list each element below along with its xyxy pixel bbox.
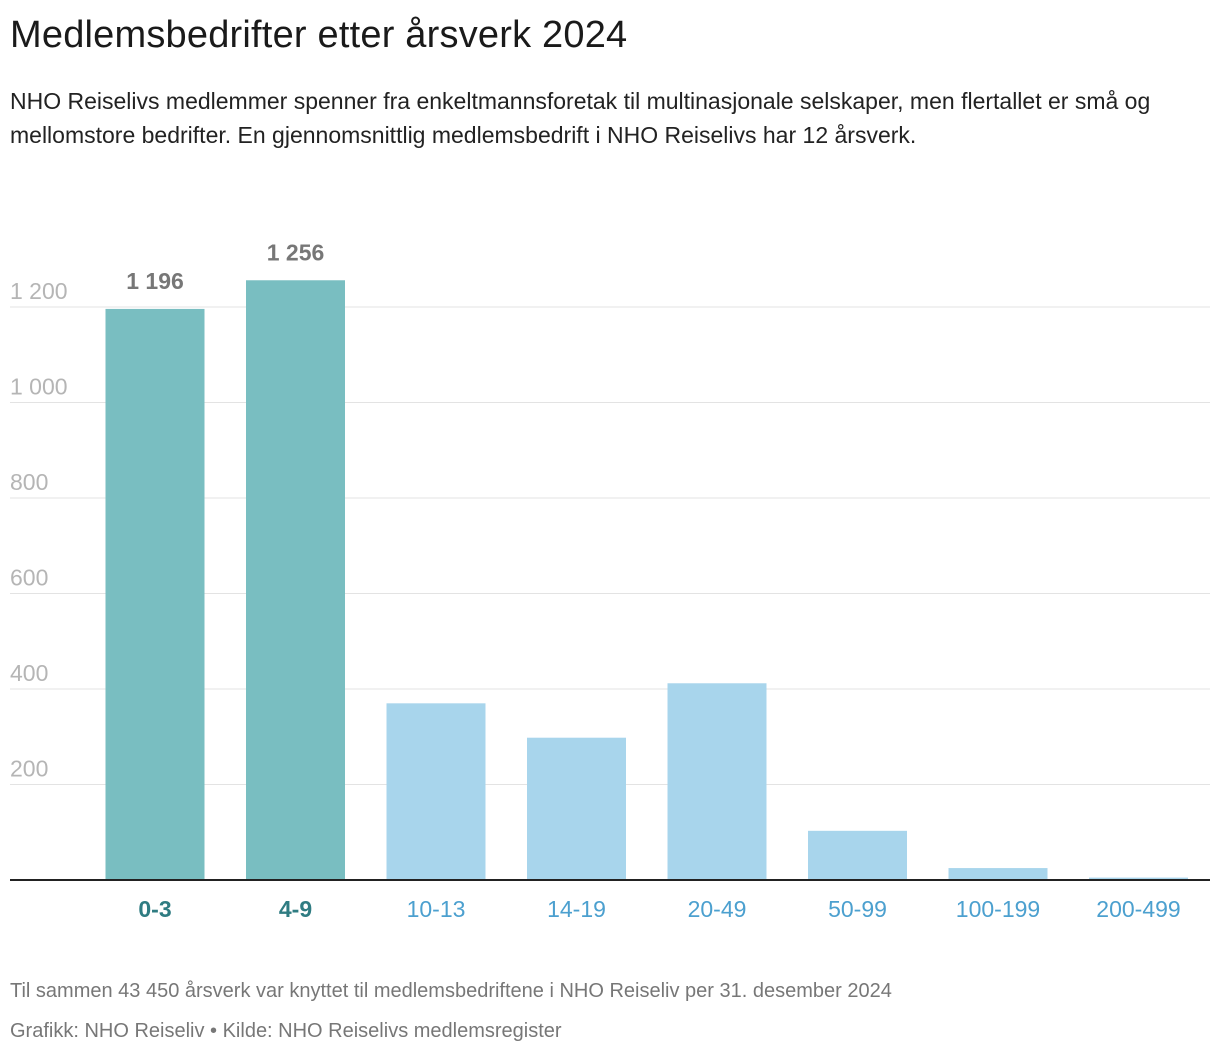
bar [105, 308, 205, 880]
y-tick-label: 1 000 [10, 374, 68, 400]
y-tick-label: 400 [10, 660, 48, 686]
source-credit: Grafikk: NHO Reiseliv • Kilde: NHO Reise… [10, 1020, 562, 1042]
chart-title: Medlemsbedrifter etter årsverk 2024 [10, 14, 628, 56]
bar [808, 830, 907, 880]
bar [246, 280, 345, 880]
y-tick-label: 200 [10, 756, 48, 782]
y-tick-label: 600 [10, 565, 48, 591]
x-tick-label: 4-9 [279, 896, 312, 922]
chart-subtitle: NHO Reiselivs medlemmer spenner fra enke… [10, 88, 1151, 148]
y-tick-label: 800 [10, 469, 48, 495]
data-label: 1 256 [267, 239, 325, 265]
x-tick-label: 50-99 [828, 896, 887, 922]
y-tick-label: 1 200 [10, 278, 68, 304]
bar [667, 683, 767, 880]
x-tick-label: 100-199 [956, 896, 1040, 922]
data-label: 1 196 [126, 268, 184, 294]
bar [1089, 877, 1188, 880]
footnote: Til sammen 43 450 årsverk var knyttet ti… [10, 980, 892, 1002]
x-tick-label: 200-499 [1096, 896, 1180, 922]
x-tick-label: 0-3 [138, 896, 171, 922]
bar [948, 868, 1048, 880]
bar-chart: 200 400 600 800 1 000 1 200 1 196 0-3 1 256 4-9 10… [10, 239, 1210, 922]
x-tick-label: 20-49 [688, 896, 747, 922]
x-tick-label: 14-19 [547, 896, 606, 922]
bar [527, 737, 626, 880]
bar [386, 703, 486, 880]
x-tick-label: 10-13 [407, 896, 466, 922]
